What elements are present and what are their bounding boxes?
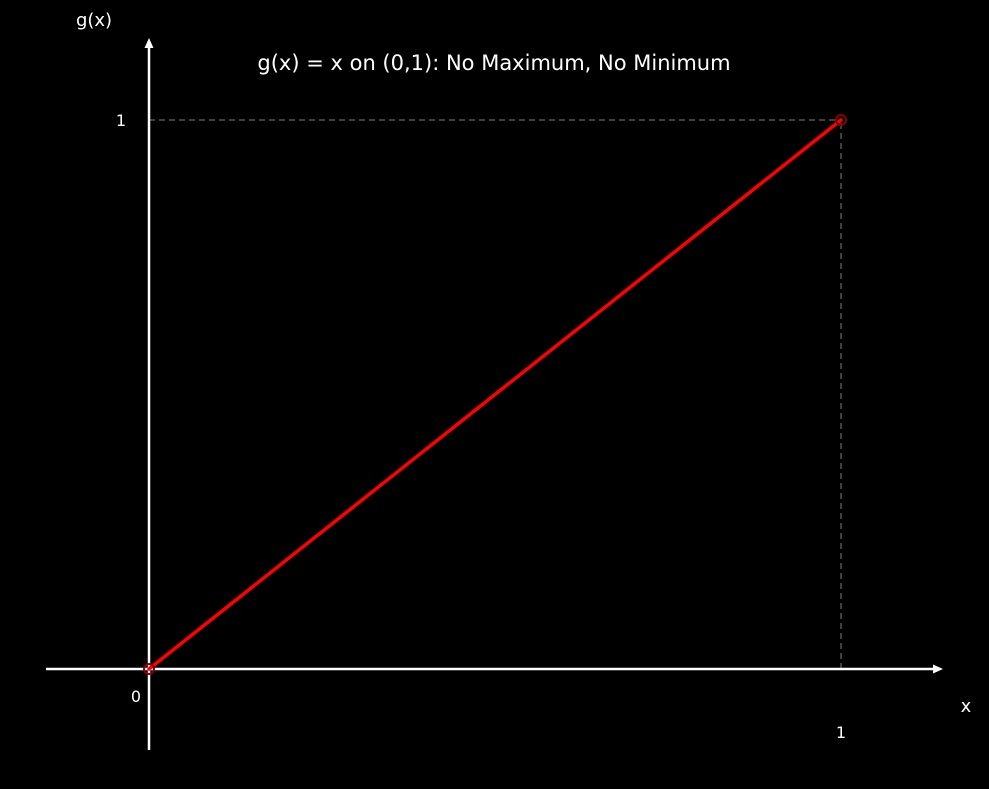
chart-title: g(x) = x on (0,1): No Maximum, No Minimu… <box>257 51 730 75</box>
x-tick-label-1: 1 <box>836 723 846 742</box>
y-tick-label-1: 1 <box>116 111 126 130</box>
origin-label: 0 <box>131 687 141 706</box>
x-axis-label: x <box>961 696 972 717</box>
y-axis-label: g(x) <box>76 10 112 31</box>
